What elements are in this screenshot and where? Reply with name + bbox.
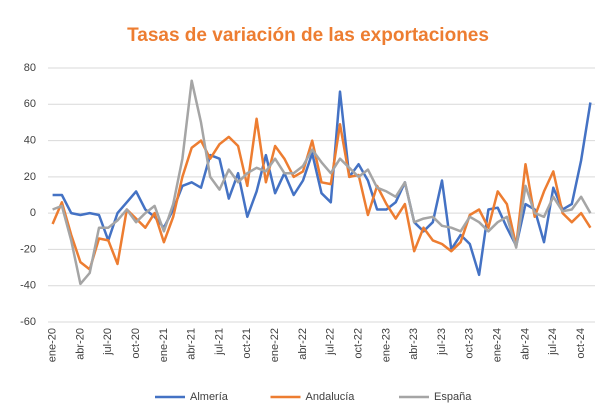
x-tick-label: oct-23 [464,328,476,359]
y-tick-label: -40 [20,280,36,292]
chart-title: Tasas de variación de las exportaciones [127,25,489,46]
x-tick-label: abr-24 [519,328,531,360]
legend-label: Almería [190,391,229,403]
x-tick-label: ene-20 [47,328,59,362]
y-tick-label: 60 [24,98,36,110]
legend-label: Andalucía [306,391,356,403]
x-tick-label: abr-21 [186,328,198,360]
x-tick-label: oct-24 [575,328,587,359]
y-tick-label: 0 [30,207,36,219]
x-tick-label: ene-21 [158,328,170,362]
y-tick-label: 80 [24,62,36,74]
x-tick-label: jul-24 [547,328,559,356]
series-line [52,79,592,286]
x-tick-label: oct-22 [352,328,364,359]
x-tick-label: oct-21 [241,328,253,359]
y-tick-label: -20 [20,243,36,255]
series-line [52,90,592,277]
x-tick-label: oct-20 [130,328,142,359]
x-tick-label: jul-20 [102,328,114,356]
series-line [51,117,592,271]
legend-label: España [434,391,472,403]
y-tick-label: -60 [20,316,36,328]
x-tick-label: abr-23 [408,328,420,360]
y-tick-label: 20 [24,171,36,183]
y-tick-label: 40 [24,134,36,146]
x-tick-label: jul-23 [436,328,448,356]
x-tick-label: ene-24 [492,328,504,362]
x-tick-label: abr-22 [297,328,309,360]
x-tick-label: jul-21 [213,328,225,356]
x-tick-label: ene-22 [269,328,281,362]
x-tick-label: ene-23 [380,328,392,362]
x-tick-label: jul-22 [325,328,337,356]
x-tick-label: abr-20 [74,328,86,360]
